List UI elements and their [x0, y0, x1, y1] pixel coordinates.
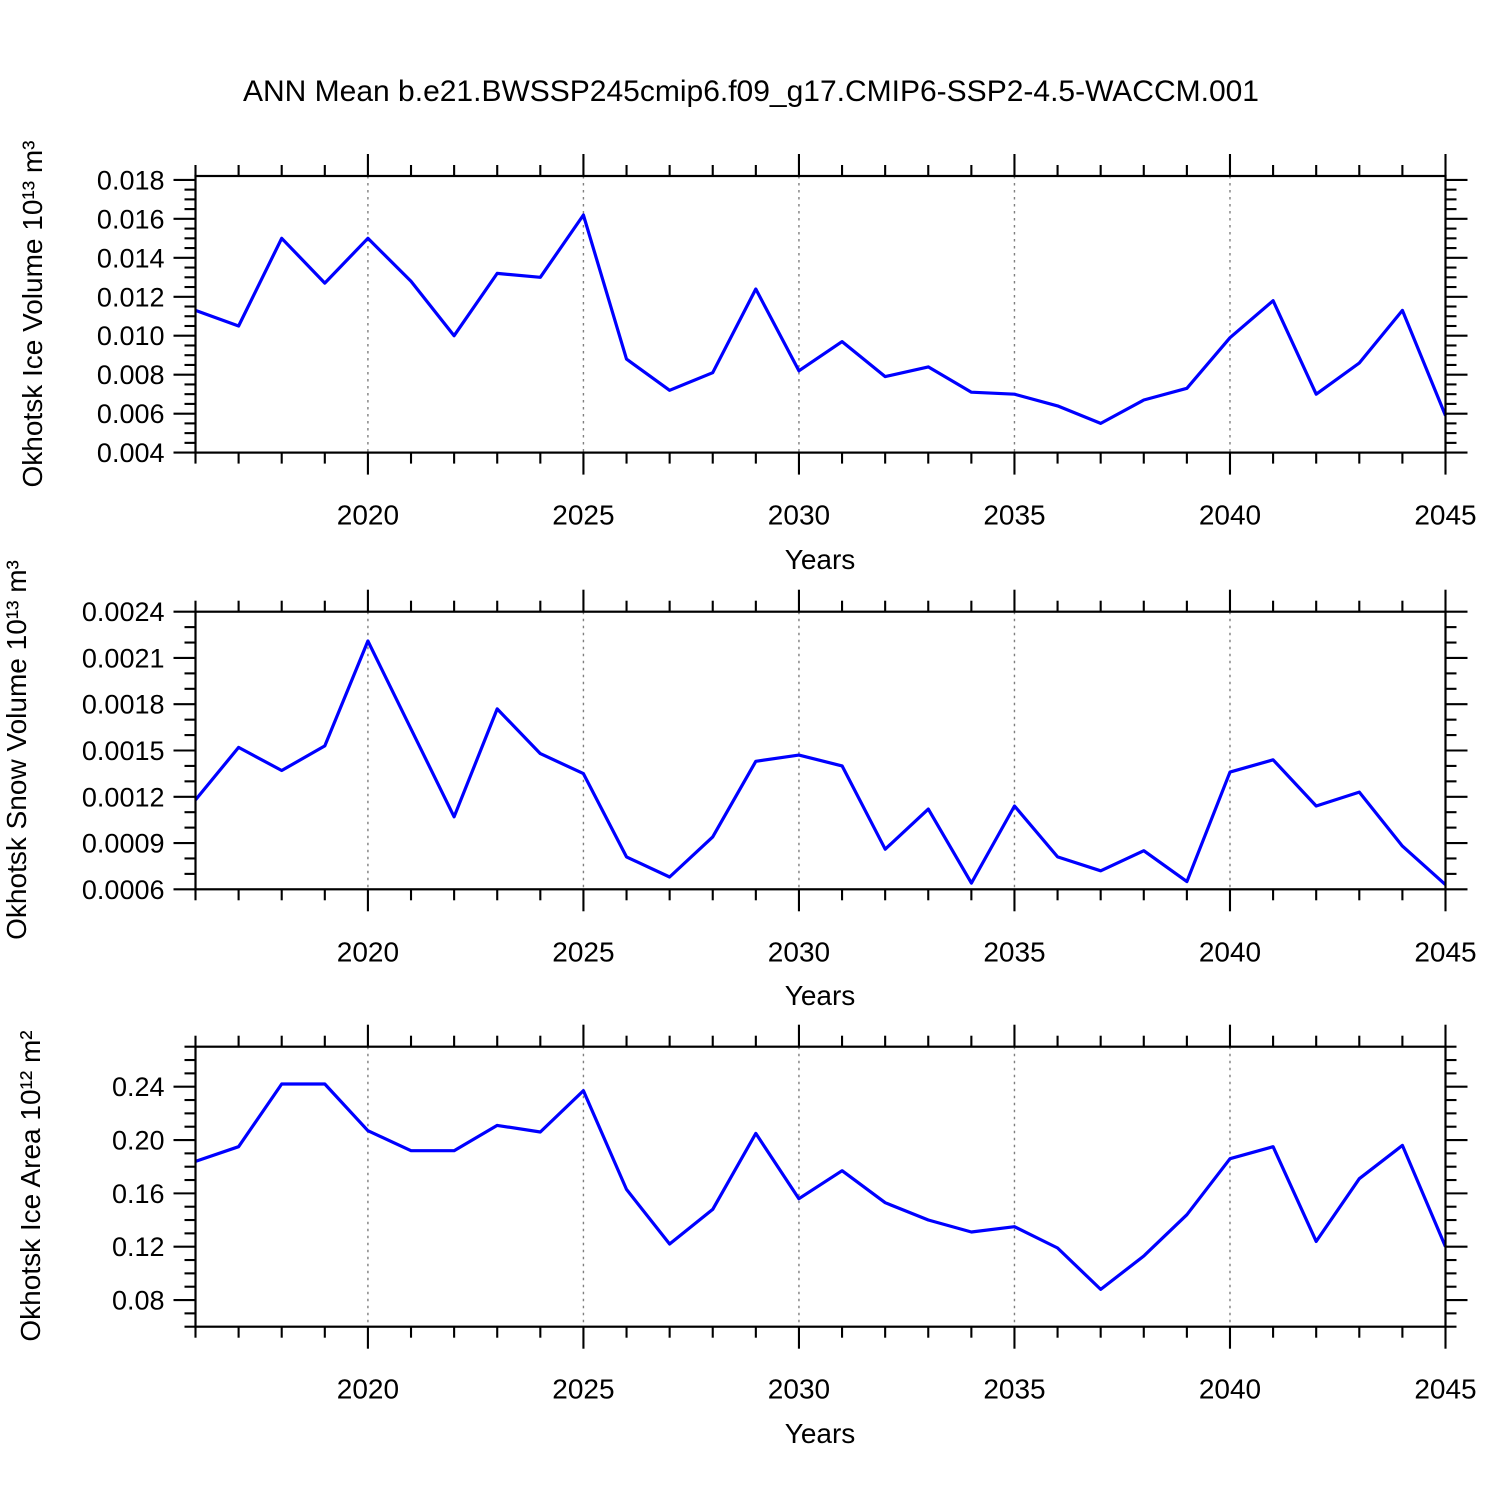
svg-text:2020: 2020 [337, 1374, 399, 1405]
svg-text:0.014: 0.014 [97, 243, 165, 273]
svg-text:0.12: 0.12 [112, 1232, 165, 1262]
svg-text:2035: 2035 [983, 936, 1045, 967]
x-axis-title-middle-panel: Years [784, 980, 856, 1011]
svg-text:0.012: 0.012 [97, 282, 165, 312]
svg-text:0.0012: 0.0012 [82, 782, 165, 812]
svg-text:0.20: 0.20 [112, 1126, 165, 1156]
svg-text:2045: 2045 [1414, 500, 1476, 531]
svg-text:0.010: 0.010 [97, 321, 165, 351]
svg-text:2045: 2045 [1414, 1374, 1476, 1405]
svg-text:0.08: 0.08 [112, 1286, 165, 1316]
svg-text:0.0024: 0.0024 [82, 597, 165, 627]
figure-title: ANN Mean b.e21.BWSSP245cmip6.f09_g17.CMI… [242, 75, 1260, 108]
svg-text:0.016: 0.016 [97, 204, 165, 234]
svg-text:0.0018: 0.0018 [82, 690, 165, 720]
svg-text:2025: 2025 [552, 1374, 614, 1405]
svg-text:0.008: 0.008 [97, 360, 165, 390]
svg-text:2035: 2035 [983, 500, 1045, 531]
x-axis-title-bottom-panel: Years [784, 1418, 856, 1449]
svg-text:0.0015: 0.0015 [82, 736, 165, 766]
svg-text:2040: 2040 [1199, 500, 1261, 531]
svg-text:2025: 2025 [552, 936, 614, 967]
svg-text:2045: 2045 [1414, 936, 1476, 967]
svg-text:0.0021: 0.0021 [82, 643, 165, 673]
svg-text:2020: 2020 [337, 936, 399, 967]
svg-text:0.0006: 0.0006 [82, 875, 165, 905]
svg-text:0.018: 0.018 [97, 165, 165, 195]
svg-text:2025: 2025 [552, 500, 614, 531]
svg-text:0.006: 0.006 [97, 399, 165, 429]
svg-text:2020: 2020 [337, 500, 399, 531]
svg-text:2030: 2030 [768, 1374, 830, 1405]
svg-text:2040: 2040 [1199, 936, 1261, 967]
svg-text:2035: 2035 [983, 1374, 1045, 1405]
svg-text:0.16: 0.16 [112, 1179, 165, 1209]
svg-text:0.24: 0.24 [112, 1072, 165, 1102]
svg-text:2030: 2030 [768, 936, 830, 967]
svg-text:0.004: 0.004 [97, 438, 165, 468]
x-axis-title-top-panel: Years [784, 544, 856, 575]
svg-text:2040: 2040 [1199, 1374, 1261, 1405]
svg-text:2030: 2030 [768, 500, 830, 531]
svg-text:0.0009: 0.0009 [82, 829, 165, 859]
